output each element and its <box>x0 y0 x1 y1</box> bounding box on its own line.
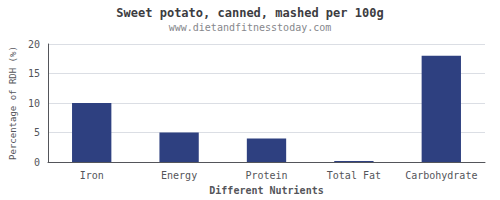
svg-text:Total Fat: Total Fat <box>327 170 381 181</box>
svg-text:0: 0 <box>34 157 40 168</box>
svg-text:20: 20 <box>28 39 40 50</box>
svg-text:Iron: Iron <box>80 170 104 181</box>
svg-text:Different Nutrients: Different Nutrients <box>209 185 323 196</box>
svg-text:15: 15 <box>28 68 40 79</box>
svg-text:Sweet potato, canned, mashed p: Sweet potato, canned, mashed per 100g <box>116 6 383 20</box>
svg-text:www.dietandfitnesstoday.com: www.dietandfitnesstoday.com <box>169 22 332 33</box>
svg-text:Carbohydrate: Carbohydrate <box>405 170 477 181</box>
svg-text:Protein: Protein <box>245 170 287 181</box>
svg-text:Energy: Energy <box>161 170 197 181</box>
svg-text:10: 10 <box>28 98 40 109</box>
svg-text:5: 5 <box>34 127 40 138</box>
svg-text:Percentage of RDH (%): Percentage of RDH (%) <box>8 46 18 160</box>
